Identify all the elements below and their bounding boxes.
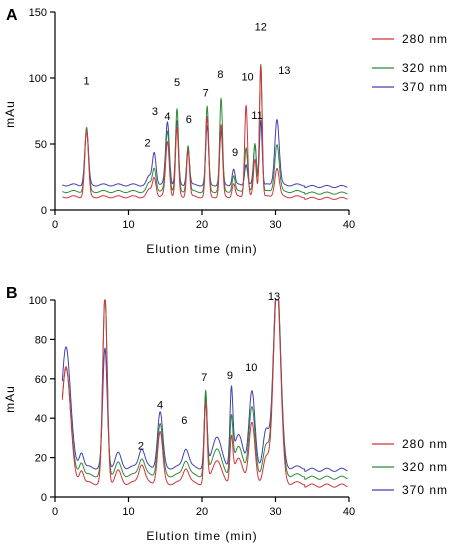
peak-label: 9 bbox=[227, 370, 233, 382]
peak-label: 8 bbox=[217, 69, 223, 81]
panel-label-a: A bbox=[6, 7, 18, 24]
y-tick-label: 20 bbox=[35, 453, 47, 465]
legend-label: 370 nm bbox=[402, 483, 448, 497]
legend: 280 nm 320 nm 370 nm bbox=[372, 437, 448, 497]
peak-label: 6 bbox=[186, 114, 192, 126]
peak-label: 12 bbox=[255, 21, 267, 33]
legend-label: 280 nm bbox=[402, 437, 448, 451]
peak-label: 7 bbox=[203, 87, 209, 99]
x-tick-label: 10 bbox=[122, 506, 134, 518]
x-tick-label: 0 bbox=[52, 506, 58, 518]
x-tick-label: 0 bbox=[52, 219, 58, 231]
peak-label: 7 bbox=[201, 372, 207, 384]
x-tick-label: 40 bbox=[343, 219, 355, 231]
y-axis-label: mAu bbox=[3, 385, 17, 413]
x-tick-label: 40 bbox=[343, 506, 355, 518]
y-tick-label: 0 bbox=[41, 492, 47, 504]
peak-label: 3 bbox=[152, 106, 158, 118]
y-tick-label: 60 bbox=[35, 374, 47, 386]
panel-label-b: B bbox=[6, 285, 18, 302]
peak-label: 6 bbox=[181, 415, 187, 427]
x-tick-label: 20 bbox=[196, 506, 208, 518]
peak-label: 9 bbox=[232, 147, 238, 159]
series-line-280-nm bbox=[62, 65, 348, 200]
series-line-320-nm bbox=[61, 299, 348, 480]
peak-label: 1 bbox=[84, 76, 90, 88]
y-axis-label: mAu bbox=[3, 100, 17, 128]
peak-label: 4 bbox=[164, 111, 170, 123]
series-line-370-nm bbox=[61, 299, 348, 472]
series-line-280-nm bbox=[61, 299, 348, 488]
x-tick-label: 30 bbox=[269, 219, 281, 231]
x-tick-label: 10 bbox=[122, 219, 134, 231]
peak-label: 10 bbox=[245, 362, 257, 374]
y-tick-label: 0 bbox=[41, 205, 47, 217]
y-tick-label: 100 bbox=[29, 295, 47, 307]
y-tick-label: 150 bbox=[29, 7, 47, 19]
peak-label: 10 bbox=[241, 72, 253, 84]
peak-label: 4 bbox=[157, 399, 163, 411]
y-tick-label: 50 bbox=[35, 139, 47, 151]
y-tick-label: 40 bbox=[35, 413, 47, 425]
peak-label: 13 bbox=[278, 65, 290, 77]
x-tick-label: 20 bbox=[196, 219, 208, 231]
x-axis-label: Elution time (min) bbox=[146, 242, 257, 256]
legend-label: 280 nm bbox=[402, 32, 448, 46]
y-tick-label: 80 bbox=[35, 334, 47, 346]
x-tick-label: 30 bbox=[269, 506, 281, 518]
peak-label: 2 bbox=[145, 138, 151, 150]
legend: 280 nm 320 nm 370 nm bbox=[372, 32, 448, 94]
peak-label: 2 bbox=[138, 441, 144, 453]
peak-label: 13 bbox=[268, 291, 280, 303]
legend-label: 320 nm bbox=[402, 460, 448, 474]
legend-label: 320 nm bbox=[402, 61, 448, 75]
y-tick-label: 100 bbox=[29, 73, 47, 85]
chart-panel-b: B 0 10 20 30 40 0 20 40 60 80 100 2 4 6 7 9 10 13 mAu Elu… bbox=[3, 285, 448, 543]
peak-label: 5 bbox=[174, 77, 180, 89]
x-axis-label: Elution time (min) bbox=[146, 529, 257, 543]
peak-label: 11 bbox=[251, 110, 262, 122]
legend-label: 370 nm bbox=[402, 80, 448, 94]
